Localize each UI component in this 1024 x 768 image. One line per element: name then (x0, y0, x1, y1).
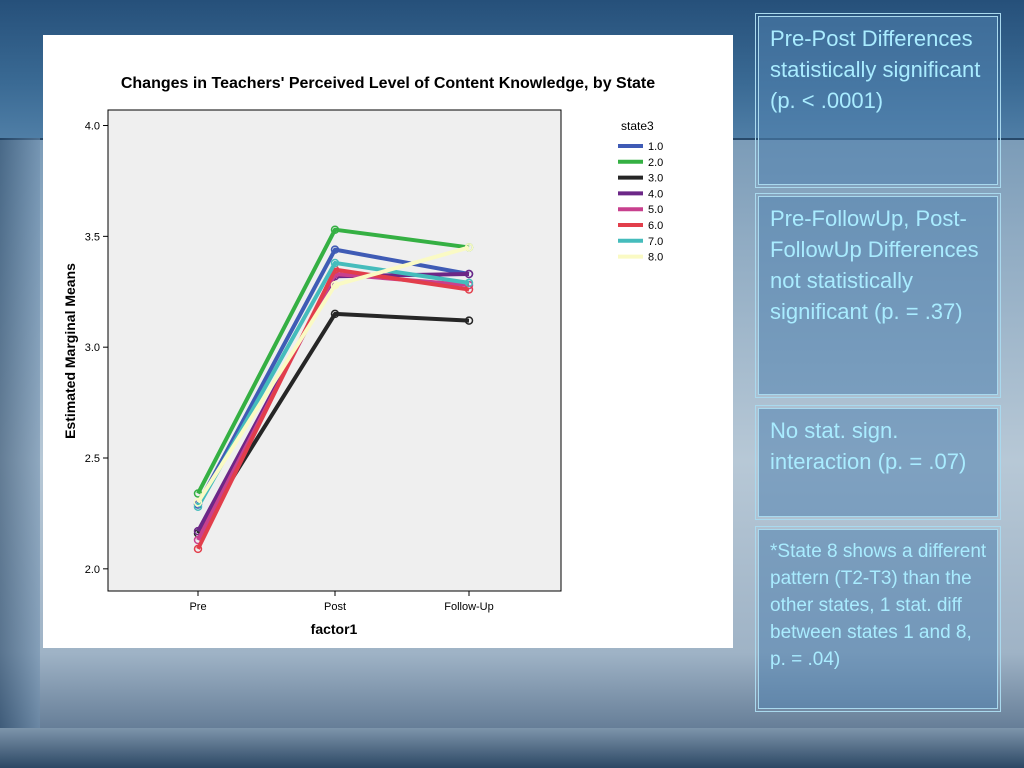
series-lines (193, 225, 474, 554)
note-pre-post: Pre-Post Differences statistically signi… (755, 13, 1001, 188)
x-tick-label: Post (324, 601, 346, 613)
series-line-1.0 (196, 247, 470, 506)
data-point-4.0 (464, 269, 474, 279)
legend-label: 8.0 (648, 252, 663, 264)
data-point-8.0 (330, 280, 340, 290)
legend-label: 7.0 (648, 236, 663, 248)
chart-title: Changes in Teachers' Perceived Level of … (121, 75, 655, 92)
line-chart: Changes in Teachers' Perceived Level of … (62, 75, 663, 637)
series-line-8.0 (196, 245, 470, 504)
data-point-6.0 (193, 544, 203, 554)
data-point-7.0 (330, 258, 340, 268)
chart-panel: Changes in Teachers' Perceived Level of … (43, 35, 733, 648)
plot-area (107, 109, 562, 592)
legend-label: 3.0 (648, 173, 663, 185)
y-tick-label: 3.0 (85, 342, 100, 354)
data-point-3.0 (464, 316, 474, 325)
data-point-7.0 (193, 502, 203, 512)
series-line-7.0 (196, 260, 470, 508)
left-decoration (0, 138, 40, 728)
note-interaction: No stat. sign. interaction (p. = .07) (755, 405, 1001, 520)
legend-title: state3 (621, 119, 654, 133)
y-tick-label: 2.5 (85, 453, 100, 465)
data-point-3.0 (330, 309, 340, 319)
legend-label: 6.0 (648, 220, 663, 232)
data-point-2.0 (330, 225, 340, 234)
data-point-8.0 (464, 243, 474, 252)
series-line-6.0 (196, 267, 470, 550)
x-tick-label: Pre (189, 601, 206, 613)
y-tick-label: 4.0 (85, 121, 100, 133)
footer-band (0, 728, 1024, 768)
note-followup: Pre-FollowUp, Post-FollowUp Differences … (755, 193, 1001, 398)
x-axis: Pre Post Follow-Up (189, 591, 494, 613)
data-point-8.0 (193, 498, 203, 507)
x-axis-label: factor1 (311, 621, 358, 637)
legend-label: 5.0 (648, 204, 663, 216)
y-tick-label: 3.5 (85, 231, 100, 243)
series-line-2.0 (196, 227, 470, 495)
y-axis: 2.0 2.5 3.0 3.5 4.0 (85, 121, 108, 576)
legend-label: 1.0 (648, 141, 663, 153)
legend-label: 4.0 (648, 188, 663, 200)
note-state-8: *State 8 shows a different pattern (T2-T… (755, 526, 1001, 712)
data-point-1.0 (330, 245, 340, 254)
data-point-7.0 (464, 278, 474, 288)
y-tick-label: 2.0 (85, 564, 100, 576)
y-axis-label: Estimated Marginal Means (62, 263, 78, 439)
x-tick-label: Follow-Up (444, 601, 494, 613)
legend: state3 1.0 2.0 3.0 4.0 5.0 6.0 7.0 8.0 (618, 119, 663, 264)
legend-label: 2.0 (648, 157, 663, 169)
